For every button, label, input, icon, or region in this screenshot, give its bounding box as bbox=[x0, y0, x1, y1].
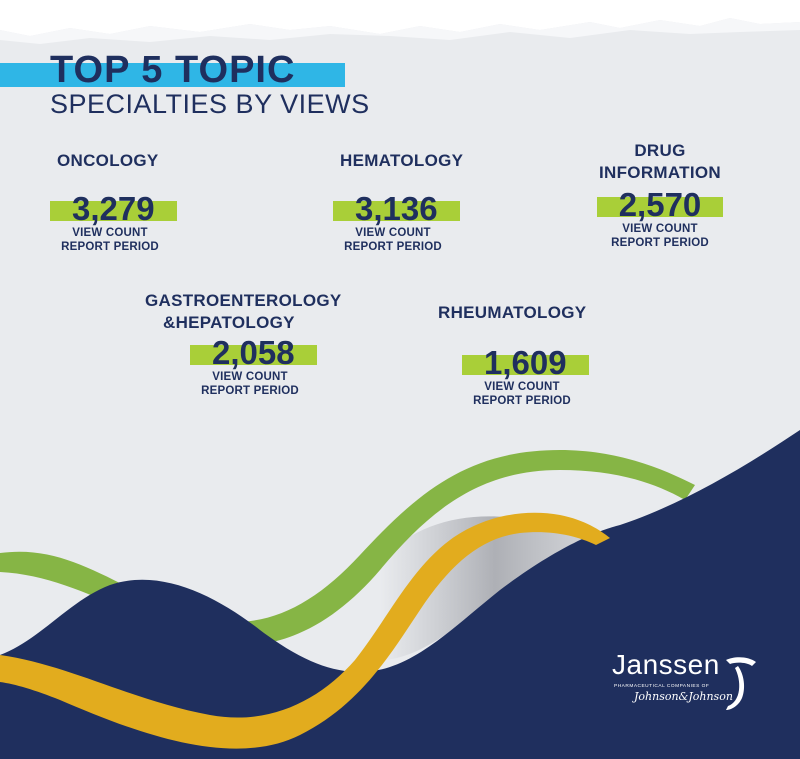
logo-mark-icon bbox=[726, 657, 756, 710]
navy-wave bbox=[0, 430, 800, 759]
logo-parent: Johnson&Johnson bbox=[634, 690, 733, 703]
view-count-value: 3,279 bbox=[50, 192, 177, 226]
specialty-name: DRUG INFORMATION bbox=[599, 141, 721, 182]
view-count-value: 3,136 bbox=[333, 192, 460, 226]
caption: VIEW COUNT REPORT PERIOD bbox=[473, 381, 571, 407]
specialty-name: RHEUMATOLOGY bbox=[438, 303, 587, 322]
view-count-value: 1,609 bbox=[462, 346, 589, 380]
specialty-card-oncology: ONCOLOGY 3,279 VIEW COUNT REPORT PERIOD bbox=[0, 150, 220, 254]
caption: VIEW COUNT REPORT PERIOD bbox=[201, 371, 299, 397]
view-count-value: 2,058 bbox=[190, 336, 317, 370]
caption: VIEW COUNT REPORT PERIOD bbox=[344, 227, 442, 253]
specialty-name: HEMATOLOGY bbox=[340, 151, 464, 170]
specialty-name: GASTROENTEROLOGY &HEPATOLOGY bbox=[145, 291, 342, 332]
title-bar bbox=[0, 63, 345, 87]
specialty-card-hematology: HEMATOLOGY 3,136 VIEW COUNT REPORT PERIO… bbox=[290, 150, 510, 254]
specialty-card-drug-information: DRUG INFORMATION 2,570 VIEW COUNT REPORT… bbox=[550, 140, 770, 250]
wave-green bbox=[0, 450, 695, 646]
caption: VIEW COUNT REPORT PERIOD bbox=[61, 227, 159, 253]
page-subtitle: SPECIALTIES BY VIEWS bbox=[50, 89, 370, 119]
top-texture bbox=[0, 18, 800, 44]
logo-tagline: PHARMACEUTICAL COMPANIES OF bbox=[614, 684, 710, 689]
specialty-card-rheumatology: RHEUMATOLOGY 1,609 VIEW COUNT REPORT PER… bbox=[420, 302, 640, 408]
logo-brand: Janssen bbox=[612, 649, 720, 680]
view-count-value: 2,570 bbox=[596, 188, 724, 222]
specialty-card-gastroenterology-hepatology: GASTROENTEROLOGY &HEPATOLOGY 2,058 VIEW … bbox=[140, 290, 370, 398]
wave-yellow bbox=[0, 512, 610, 749]
caption: VIEW COUNT REPORT PERIOD bbox=[611, 223, 709, 249]
page-title: TOP 5 TOPIC bbox=[50, 49, 296, 91]
specialty-name: ONCOLOGY bbox=[57, 151, 159, 170]
top-torn-edge bbox=[0, 0, 800, 36]
